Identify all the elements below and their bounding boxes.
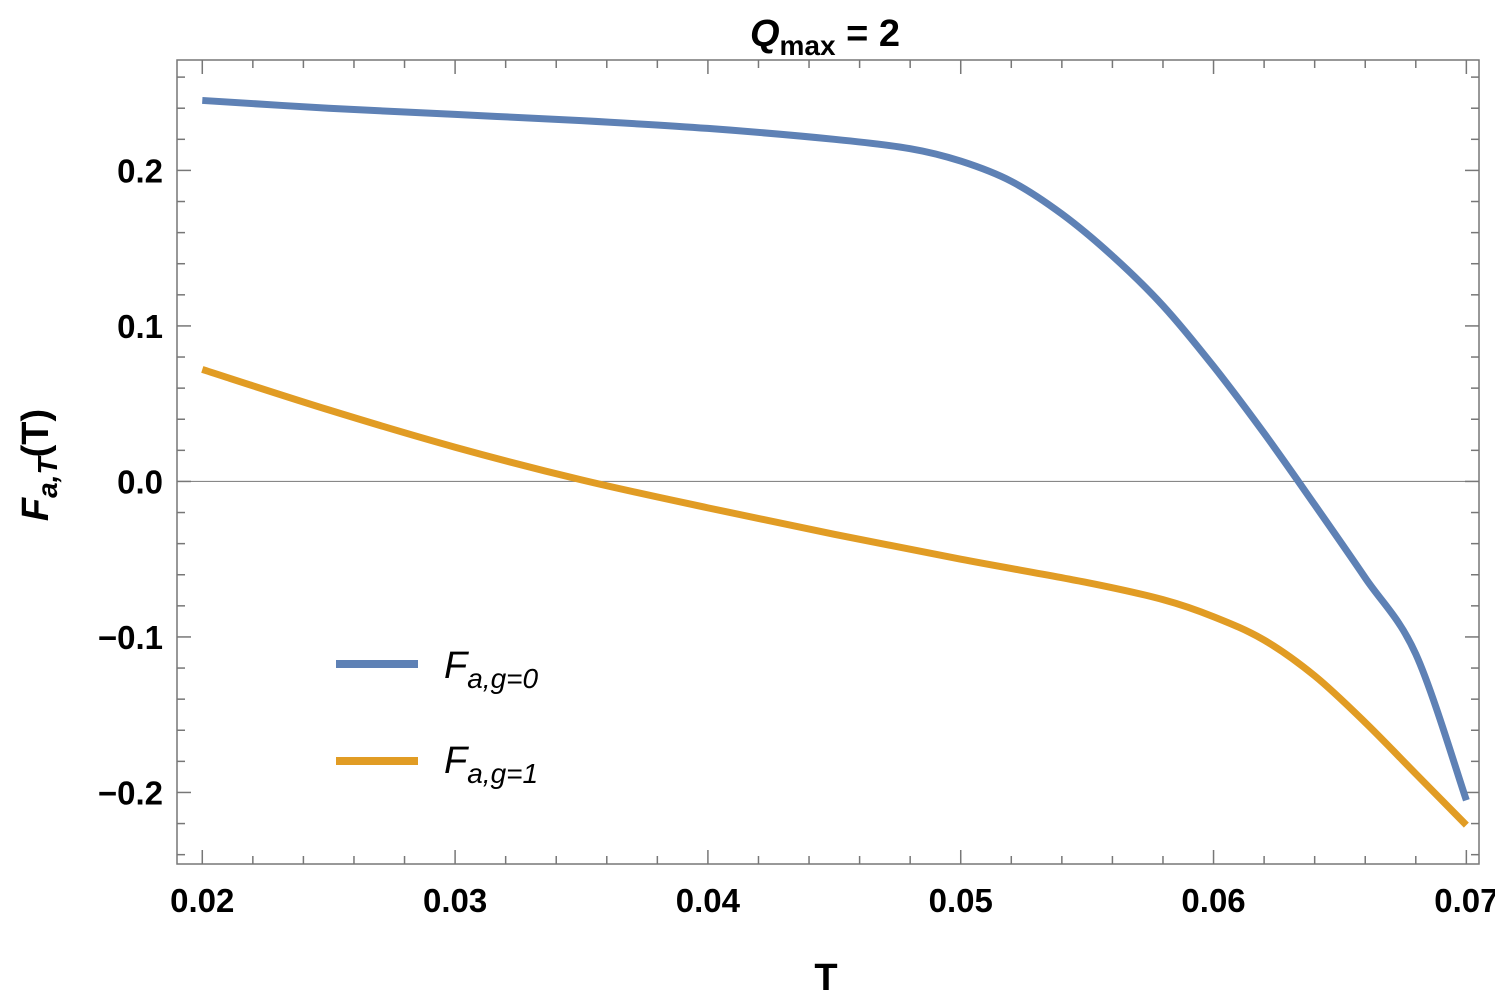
- legend-label-1-sub: a,g=1: [467, 758, 538, 789]
- y-tick-label: 0.1: [117, 308, 163, 345]
- x-axis-title: T: [814, 957, 837, 997]
- chart-title: Qmax = 2: [750, 13, 900, 61]
- x-tick-label: 0.07: [1434, 882, 1495, 919]
- legend-entry-0: Fa,g=0: [336, 645, 538, 694]
- legend-label-1-main: F: [444, 740, 469, 782]
- legend-label-1: Fa,g=1: [444, 740, 538, 789]
- legend: Fa,g=0 Fa,g=1: [336, 645, 538, 789]
- y-axis-title-rest: (T): [15, 409, 57, 458]
- y-tick-label: −0.2: [98, 774, 163, 811]
- legend-entry-1: Fa,g=1: [336, 740, 538, 789]
- x-tick-label: 0.04: [676, 882, 741, 919]
- legend-label-0-sub: a,g=0: [467, 663, 538, 694]
- chart-title-main: Q: [750, 13, 780, 55]
- chart-title-rest: = 2: [836, 13, 900, 55]
- plot-frame: [176, 59, 1480, 865]
- y-ticks: −0.2 −0.1 0.0 0.1 0.2: [98, 76, 1479, 856]
- series-layer: [201, 96, 1470, 828]
- y-tick-label: 0.0: [117, 463, 163, 500]
- y-axis-title-sub: a,T: [32, 455, 63, 498]
- x-ticks: 0.02 0.03 0.04 0.05 0.06 0.07: [170, 60, 1495, 919]
- legend-label-0: Fa,g=0: [444, 645, 538, 694]
- legend-label-0-main: F: [444, 645, 469, 687]
- series-line-1: [201, 366, 1469, 828]
- series-line-0: [202, 96, 1470, 802]
- y-tick-label: 0.2: [117, 152, 163, 189]
- y-axis-title-main: F: [15, 496, 57, 521]
- x-tick-label: 0.06: [1181, 882, 1245, 919]
- y-axis-title: Fa,T(T): [15, 409, 63, 521]
- x-tick-label: 0.02: [170, 882, 234, 919]
- x-tick-label: 0.03: [423, 882, 487, 919]
- plot-frame-rect: [176, 59, 1480, 865]
- chart-title-sub: max: [780, 30, 836, 61]
- x-tick-label: 0.05: [929, 882, 993, 919]
- y-tick-label: −0.1: [98, 619, 163, 656]
